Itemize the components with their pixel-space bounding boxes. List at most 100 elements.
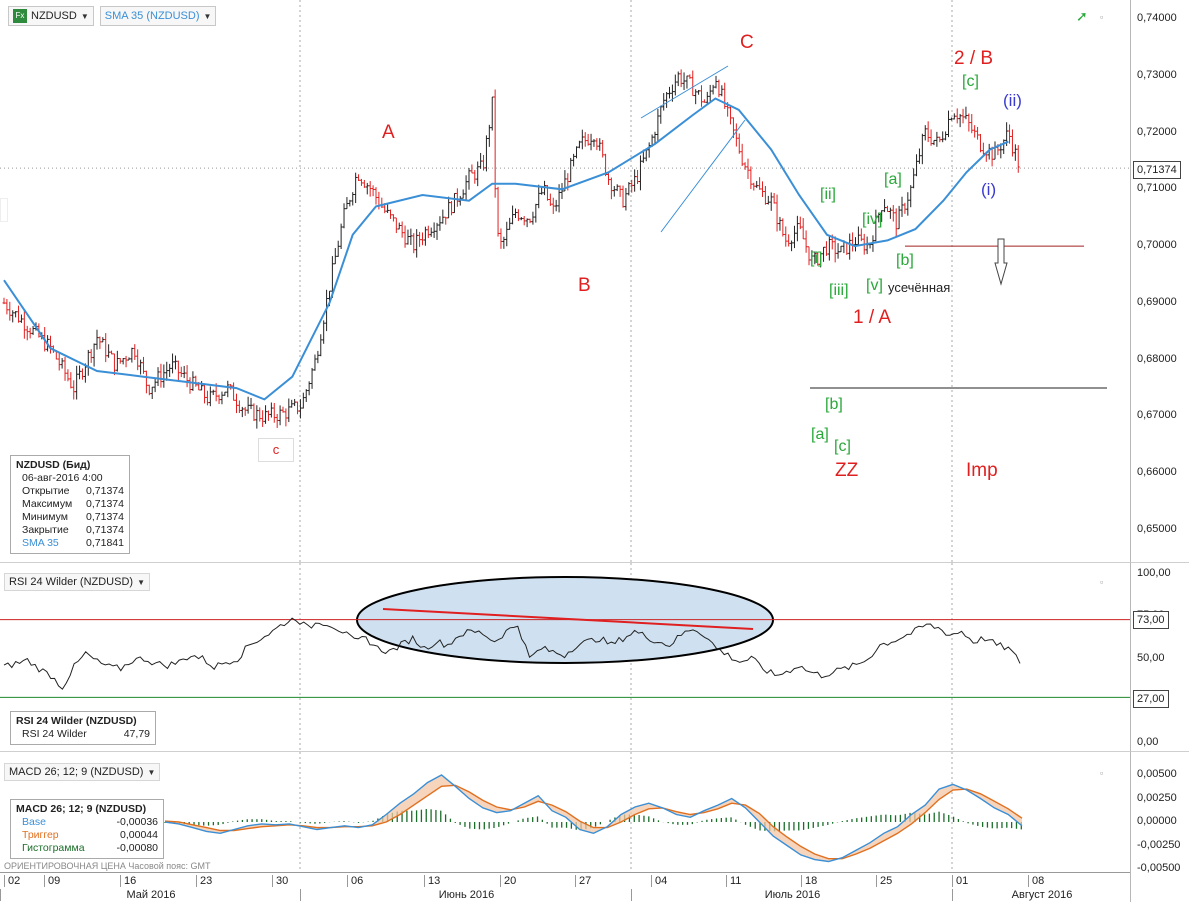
chevron-down-icon: ▼: [147, 767, 156, 777]
wave-label-ii-paren: (ii): [1003, 91, 1022, 110]
macd-fill: [165, 775, 1022, 862]
macd-pane[interactable]: MACD 26; 12; 9 (NZDUSD) ▼ ▫ MACD 26; 12;…: [0, 752, 1130, 872]
legend-label: Триггер: [22, 829, 59, 841]
macd-trigger-line: [164, 784, 1023, 860]
price-chart-svg[interactable]: [0, 0, 1130, 562]
time-axis-tick: 27: [575, 875, 591, 887]
legend-row: SMA 35 0,71841: [16, 537, 124, 550]
wave-label-truncated: усечённая: [888, 280, 951, 295]
current-price-tag: 0,71374: [1133, 161, 1181, 179]
legend-label: Гистограмма: [22, 842, 85, 854]
maximize-icon[interactable]: ▫: [1100, 577, 1104, 587]
rsi-lower-tag: 27,00: [1133, 690, 1169, 708]
time-axis-tick: 20: [500, 875, 516, 887]
legend-label: Base: [22, 816, 46, 828]
legend-value: 0,71374: [86, 524, 124, 536]
time-axis-tick: 18: [801, 875, 817, 887]
time-axis-tick: 08: [1028, 875, 1044, 887]
wave-label-B: B: [578, 275, 591, 296]
macd-legend: MACD 26; 12; 9 (NZDUSD) Base -0,00036 Три…: [10, 799, 164, 859]
rsi-chart-svg[interactable]: [0, 563, 1130, 751]
maximize-icon[interactable]: ▫: [1100, 12, 1104, 22]
rsi-axis-tick: 50,00: [1137, 651, 1165, 664]
legend-row: Открытие 0,71374: [16, 485, 124, 498]
indicator-label: SMA 35 (NZDUSD): [104, 10, 200, 22]
price-legend: NZDUSD (Бид) 06-авг-2016 4:00 Открытие 0,…: [10, 455, 130, 554]
price-axis-tick: 0,72000: [1137, 125, 1177, 138]
legend-title: RSI 24 Wilder (NZDUSD): [16, 715, 137, 727]
fx-icon: Fx: [13, 9, 27, 23]
rsi-selector[interactable]: RSI 24 Wilder (NZDUSD) ▼: [4, 573, 150, 591]
macd-axis[interactable]: 0,00500 0,00250 0,00000 -0,00250 -0,00500: [1130, 752, 1189, 902]
legend-date: 06-авг-2016 4:00: [22, 472, 103, 484]
rsi-axis-tick: 0,00: [1137, 736, 1159, 748]
legend-label: Максимум: [22, 498, 73, 510]
rsi-line: [3, 617, 1021, 690]
legend-row: Base -0,00036: [16, 816, 158, 829]
wave-label-C: C: [740, 32, 754, 53]
rsi-pane[interactable]: RSI 24 Wilder (NZDUSD) ▼ ▫ RSI 24 Wilder…: [0, 563, 1130, 752]
scenario-label-b: [b]: [825, 396, 843, 413]
legend-value: 0,71841: [86, 537, 124, 549]
wave-label-a-bracket: [a]: [884, 171, 902, 188]
legend-label: SMA 35: [22, 537, 59, 549]
legend-row: Триггер 0,00044: [16, 829, 158, 842]
maximize-icon[interactable]: ▫: [1100, 768, 1104, 778]
rsi-axis-tick: 100,00: [1137, 567, 1171, 579]
legend-row: Закрытие 0,71374: [16, 524, 124, 537]
symbol-label: NZDUSD: [31, 10, 77, 22]
legend-label: RSI 24 Wilder: [22, 728, 87, 740]
time-axis-tick: 16: [120, 875, 136, 887]
wave-label-ii-bracket: [ii]: [820, 186, 836, 203]
macd-axis-tick: 0,00000: [1137, 815, 1177, 827]
channel-upper-line: [640, 65, 729, 119]
time-axis-tick: 01: [952, 875, 968, 887]
legend-row: RSI 24 Wilder 47,79: [16, 728, 150, 741]
legend-label: Закрытие: [22, 524, 69, 536]
macd-selector[interactable]: MACD 26; 12; 9 (NZDUSD) ▼: [4, 763, 161, 781]
wave-label-c-small: c: [258, 438, 294, 462]
macd-chart-svg[interactable]: [0, 752, 1130, 872]
rsi-title: RSI 24 Wilder (NZDUSD): [9, 576, 134, 588]
channel-lower-line: [660, 119, 746, 233]
price-axis-tick: 0,67000: [1137, 409, 1177, 422]
trend-icon[interactable]: ➚: [1076, 8, 1088, 24]
rsi-axis[interactable]: 100,0075,0050,0025,000,00: [1130, 563, 1189, 752]
time-axis-tick: 13: [424, 875, 440, 887]
legend-label: Открытие: [22, 485, 70, 497]
sma-35-line: [3, 97, 1009, 401]
price-axis-tick: 0,73000: [1137, 68, 1177, 81]
macd-axis-tick: -0,00500: [1137, 862, 1181, 874]
rsi-upper-tag: 73,00: [1133, 611, 1169, 629]
price-axis-tick: 0,68000: [1137, 352, 1177, 365]
time-axis-tick: 23: [196, 875, 212, 887]
time-axis-tick: 04: [651, 875, 667, 887]
legend-value: 0,71374: [86, 498, 124, 510]
divergence-line: [382, 608, 754, 630]
macd-axis-tick: 0,00500: [1137, 768, 1177, 780]
time-axis-tick: 25: [876, 875, 892, 887]
wave-label-i-bracket: [i]: [810, 250, 823, 267]
macd-title: MACD 26; 12; 9 (NZDUSD): [9, 766, 144, 778]
time-axis-month: Август 2016: [952, 889, 1131, 901]
legend-title: MACD 26; 12; 9 (NZDUSD): [16, 803, 147, 815]
time-axis[interactable]: 02 09 16 23 30 06 13 20 27 04 11 18 25 01 08 Май 2016 Ию…: [0, 872, 1130, 903]
legend-row: Максимум 0,71374: [16, 498, 124, 511]
price-pane[interactable]: Fx NZDUSD ▼ SMA 35 (NZDUSD) ▼ ➚ ▫ NZDUSD…: [0, 0, 1130, 563]
legend-value: -0,00036: [116, 816, 158, 828]
wave-label-i-paren: (i): [981, 180, 997, 199]
legend-row: Минимум 0,71374: [16, 511, 124, 524]
indicator-selector[interactable]: SMA 35 (NZDUSD) ▼: [99, 6, 217, 26]
legend-value: -0,00080: [116, 842, 158, 854]
price-axis-tick: 0,74000: [1137, 12, 1177, 24]
scenario-label-c: [c]: [834, 438, 851, 455]
price-axis[interactable]: 0,74000 0,73000 0,72000 0,71000 0,70000 0,690…: [1130, 0, 1189, 563]
time-axis-month: Июль 2016: [631, 889, 953, 901]
wave-label-b-bracket: [b]: [896, 252, 914, 269]
time-axis-month: Май 2016: [0, 889, 301, 901]
time-axis-tick: 11: [726, 875, 741, 887]
symbol-selector[interactable]: Fx NZDUSD ▼: [8, 6, 94, 26]
macd-base-line: [164, 774, 1023, 863]
chevron-down-icon: ▼: [203, 11, 212, 21]
legend-value: 0,71374: [86, 485, 124, 497]
